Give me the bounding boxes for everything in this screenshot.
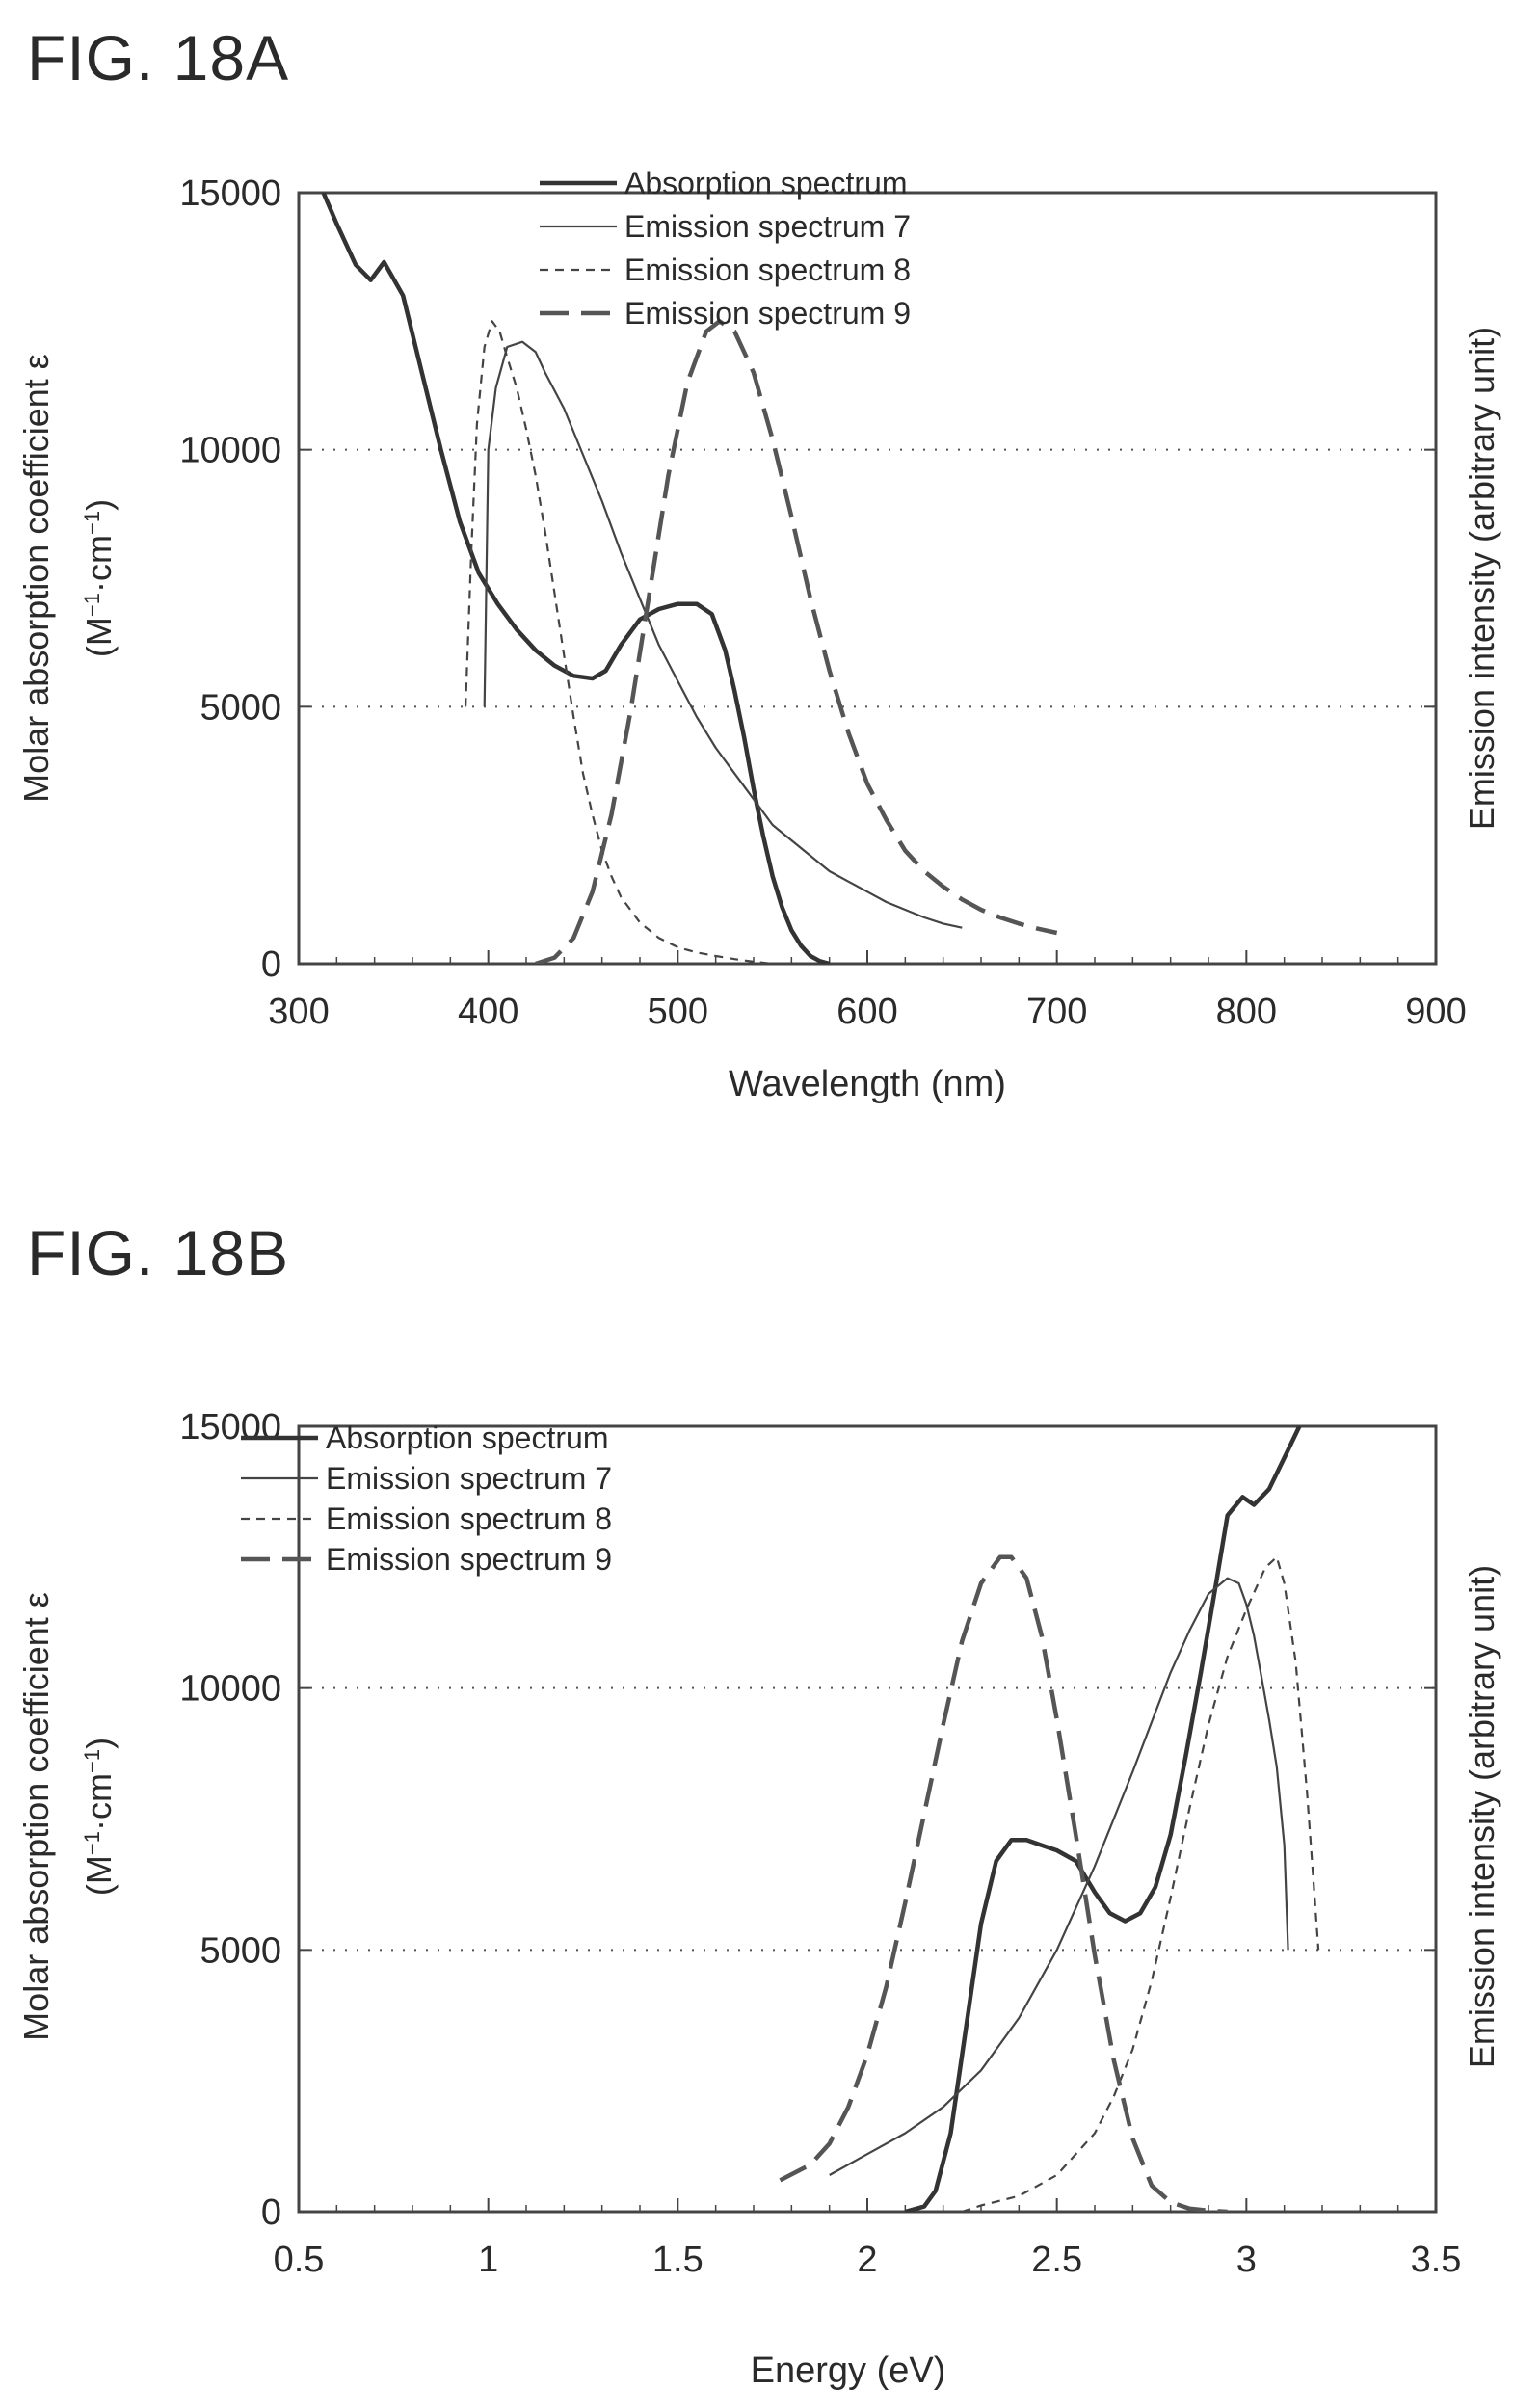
series-line-3 xyxy=(465,320,773,964)
x-tick-label: 900 xyxy=(1405,992,1466,1032)
x-tick-label: 3 xyxy=(1236,2240,1257,2280)
y-axis-label: Molar absorption coefficient ε xyxy=(16,354,56,803)
legend-label-3: Emission spectrum 8 xyxy=(624,252,911,287)
series-group xyxy=(321,193,1058,964)
series-line-3 xyxy=(961,1555,1320,2212)
legend-label-2: Emission spectrum 7 xyxy=(624,209,911,244)
x-tick-label: 0.5 xyxy=(274,2240,325,2280)
y-tick-label: 5000 xyxy=(199,1930,281,1971)
legend-group: Absorption spectrum Emission spectrum 7 Em… xyxy=(241,1421,612,1577)
x-tick-label: 1 xyxy=(478,2240,498,2280)
y2-axis-label: Emission intensity (arbitrary unit) xyxy=(1462,327,1501,830)
x-tick-label: 2.5 xyxy=(1031,2240,1082,2280)
series-line-4 xyxy=(535,319,1058,964)
legend-label-1: Absorption spectrum xyxy=(624,166,907,200)
y-axis-unit-label: (M−1·cm−1) xyxy=(79,499,119,657)
series-group xyxy=(779,1426,1320,2212)
x-tick-label: 300 xyxy=(268,992,329,1032)
x-tick-label: 700 xyxy=(1026,992,1087,1032)
x-tick-label: 2 xyxy=(857,2240,877,2280)
x-axis-label: Wavelength (nm) xyxy=(729,1064,1006,1104)
x-tick-label: 1.5 xyxy=(652,2240,704,2280)
figure-b-title: FIG. 18B xyxy=(27,1217,290,1288)
x-tick-label: 3.5 xyxy=(1411,2240,1462,2280)
series-line-1 xyxy=(321,193,831,964)
x-tick-label: 600 xyxy=(836,992,897,1032)
legend-label-2: Emission spectrum 7 xyxy=(326,1461,612,1496)
legend-label-3: Emission spectrum 8 xyxy=(326,1501,612,1536)
series-line-4 xyxy=(779,1554,1228,2212)
legend-group: Absorption spectrum Emission spectrum 7 Em… xyxy=(540,166,911,331)
x-axis-label: Energy (eV) xyxy=(751,2350,946,2390)
y-tick-label: 0 xyxy=(261,2192,281,2233)
y-tick-label: 15000 xyxy=(179,173,281,214)
y-axis-unit-label: (M−1·cm−1) xyxy=(79,1738,119,1896)
series-line-2 xyxy=(483,340,963,929)
grid-group xyxy=(299,448,1436,708)
y2-axis-label: Emission intensity (arbitrary unit) xyxy=(1462,1565,1501,2068)
x-tick-label: 800 xyxy=(1216,992,1277,1032)
axis-ticks-group: 0 5000 10000 15000 0.5 1 1.5 2 2.5 3 3.5 xyxy=(179,1407,1461,2280)
series-line-1 xyxy=(904,1426,1302,2212)
x-tick-label: 400 xyxy=(458,992,518,1032)
series-line-2 xyxy=(829,1577,1289,2176)
y-tick-label: 10000 xyxy=(179,1669,281,1710)
y-tick-label: 10000 xyxy=(179,431,281,471)
y-tick-label: 5000 xyxy=(199,687,281,728)
x-tick-label: 500 xyxy=(648,992,708,1032)
grid-group xyxy=(299,1686,1436,1952)
legend-label-4: Emission spectrum 9 xyxy=(624,296,911,331)
y-axis-label: Molar absorption coefficient ε xyxy=(16,1592,56,2041)
chart-fig-18b: 0 5000 10000 15000 0.5 1 1.5 2 2.5 3 3.5 Absorptio… xyxy=(16,1407,1501,2390)
chart-fig-18a: 0 5000 10000 15000 300 400 500 600 700 800 900 Abs… xyxy=(16,166,1501,1104)
legend-label-1: Absorption spectrum xyxy=(326,1421,608,1455)
y-tick-label: 15000 xyxy=(179,1407,281,1447)
axis-ticks-group: 0 5000 10000 15000 300 400 500 600 700 800 900 xyxy=(179,173,1466,1032)
legend-label-4: Emission spectrum 9 xyxy=(326,1542,612,1577)
y-tick-label: 0 xyxy=(261,944,281,985)
figure-a-title: FIG. 18A xyxy=(27,22,290,93)
